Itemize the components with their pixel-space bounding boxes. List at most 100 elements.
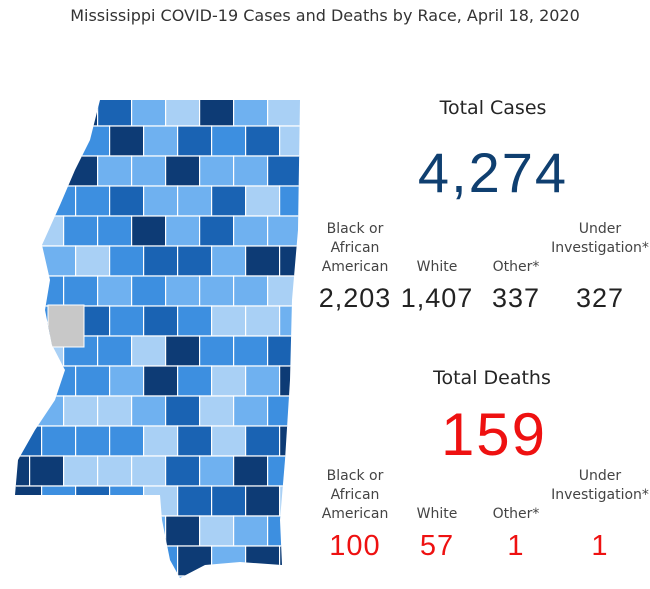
group-value: 2,203 xyxy=(318,283,392,313)
county xyxy=(40,485,77,517)
county xyxy=(15,185,43,217)
county xyxy=(177,425,213,457)
cases-group: Black or African American 2,203 xyxy=(300,213,410,314)
county xyxy=(29,275,65,307)
county xyxy=(199,275,235,307)
county xyxy=(279,125,300,157)
county xyxy=(267,395,300,427)
group-label: Black or African American xyxy=(321,221,389,275)
county xyxy=(233,455,269,487)
county xyxy=(96,215,133,247)
county xyxy=(199,155,235,187)
county xyxy=(165,100,201,127)
county xyxy=(211,125,247,157)
county xyxy=(108,125,145,157)
county xyxy=(131,455,167,487)
county xyxy=(40,245,77,277)
county xyxy=(245,305,281,337)
county xyxy=(74,125,111,157)
group-value: 1,407 xyxy=(400,283,474,313)
county xyxy=(62,575,99,578)
group-label: White xyxy=(416,259,458,275)
county xyxy=(47,304,85,348)
county xyxy=(233,395,269,427)
county xyxy=(211,185,247,217)
county xyxy=(279,365,300,397)
county xyxy=(245,185,281,217)
county xyxy=(96,335,133,367)
county xyxy=(131,215,167,247)
county xyxy=(62,395,99,427)
county xyxy=(15,215,31,247)
county xyxy=(233,100,269,127)
deaths-total: 159 xyxy=(440,401,548,468)
county xyxy=(62,455,99,487)
county xyxy=(108,185,145,217)
county xyxy=(96,155,133,187)
group-value: 1 xyxy=(507,530,525,562)
county xyxy=(74,365,111,397)
county xyxy=(15,545,43,577)
county xyxy=(131,515,167,547)
county xyxy=(131,155,167,187)
county xyxy=(177,185,213,217)
county xyxy=(267,515,300,547)
county xyxy=(29,100,65,127)
group-label: Other* xyxy=(492,506,540,522)
county xyxy=(74,245,111,277)
county xyxy=(165,335,201,367)
county xyxy=(62,215,99,247)
county xyxy=(131,395,167,427)
county xyxy=(211,245,247,277)
county xyxy=(165,575,201,578)
county xyxy=(302,576,320,589)
county xyxy=(143,485,179,517)
county-map xyxy=(15,96,320,589)
county xyxy=(143,305,179,337)
county xyxy=(143,125,179,157)
deaths-group: Under Investigation* 1 xyxy=(545,460,650,563)
county xyxy=(233,215,269,247)
deaths-group: White 57 xyxy=(382,460,492,563)
county xyxy=(143,425,179,457)
cases-group: White 1,407 xyxy=(382,213,492,314)
county xyxy=(165,275,201,307)
county xyxy=(302,156,320,186)
county xyxy=(267,455,300,487)
group-value: 327 xyxy=(575,283,625,313)
county xyxy=(199,575,235,578)
county xyxy=(302,96,320,126)
county xyxy=(96,455,133,487)
county xyxy=(62,155,99,187)
deaths-group: Other* 1 xyxy=(461,460,571,563)
county xyxy=(15,335,31,367)
county xyxy=(199,335,235,367)
county xyxy=(15,455,31,487)
county xyxy=(15,365,43,397)
county xyxy=(15,425,43,457)
group-label: Black or African American xyxy=(321,468,389,522)
county xyxy=(279,185,300,217)
county xyxy=(131,100,167,127)
county xyxy=(143,185,179,217)
county xyxy=(211,365,247,397)
group-value: 337 xyxy=(491,283,541,313)
county xyxy=(199,100,235,127)
page-title: Mississippi COVID-19 Cases and Deaths by… xyxy=(70,6,580,25)
cases-total: 4,274 xyxy=(417,141,569,204)
county xyxy=(108,305,145,337)
cases-heading: Total Cases xyxy=(439,97,547,119)
county xyxy=(233,275,269,307)
county xyxy=(29,155,65,187)
county xyxy=(29,575,65,578)
county xyxy=(245,125,281,157)
county xyxy=(29,395,65,427)
county xyxy=(302,396,320,426)
county xyxy=(62,515,99,547)
county xyxy=(177,305,213,337)
county xyxy=(177,245,213,277)
counties xyxy=(15,96,320,589)
county xyxy=(279,425,300,457)
county xyxy=(211,485,247,517)
county xyxy=(15,395,31,427)
